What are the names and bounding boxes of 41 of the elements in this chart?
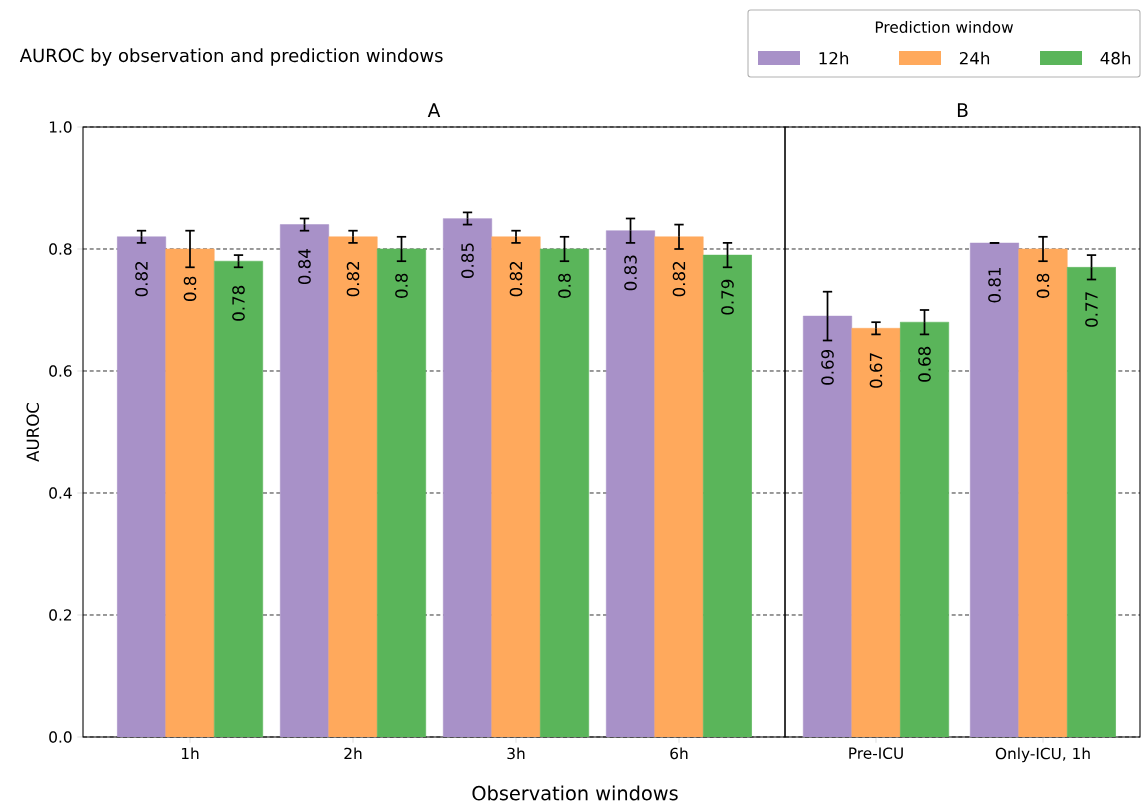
legend-title: Prediction window: [875, 21, 1013, 33]
x-tick-label: 3h: [507, 747, 525, 760]
data-label: 0.67: [869, 353, 883, 388]
bar: [1066, 267, 1117, 737]
data-label: 0.79: [721, 279, 734, 315]
data-label: 0.84: [298, 249, 311, 285]
y-tick-label: 0.0: [49, 731, 72, 743]
x-tick-label: Only-ICU, 1h: [995, 747, 1090, 763]
y-tick-label: 0.8: [49, 243, 72, 255]
data-label: 0.69: [821, 349, 834, 385]
data-label: 0.83: [624, 255, 637, 291]
data-label: 0.8: [395, 273, 408, 298]
data-label: 0.82: [346, 261, 360, 297]
data-label: 0.82: [509, 261, 523, 297]
bar: [899, 321, 950, 737]
data-label: 0.68: [918, 346, 931, 382]
y-tick-label: 0.6: [49, 365, 72, 377]
data-label: 0.77: [1085, 292, 1098, 327]
data-label: 0.82: [672, 261, 686, 297]
legend-label: 24h: [959, 51, 990, 65]
x-tick-label: Pre-ICU: [849, 747, 903, 759]
chart-subtitle: A: [427, 103, 441, 117]
data-label: 0.81: [988, 267, 1001, 303]
data-label: 0.82: [135, 261, 148, 297]
chart-subtitle: B: [957, 103, 968, 117]
x-tick-label: 6h: [670, 747, 688, 760]
data-label: 0.85: [461, 243, 474, 279]
data-label: 0.8: [1036, 273, 1050, 298]
y-axis-title: AUROC: [26, 402, 40, 462]
legend-label: 48h: [1100, 51, 1131, 65]
data-label: 0.78: [232, 285, 245, 321]
x-axis-title: Observation windows: [472, 785, 678, 801]
x-tick-label: 1h: [181, 747, 199, 760]
data-label: 0.8: [183, 276, 197, 301]
chart-title: AUROC by observation and prediction windows: [19, 48, 443, 66]
y-tick-label: 0.4: [49, 487, 72, 499]
legend-label: 12h: [819, 51, 849, 65]
y-tick-label: 1.0: [49, 121, 72, 133]
y-tick-label: 0.2: [49, 609, 72, 621]
data-label: 0.8: [558, 273, 571, 298]
x-tick-label: 2h: [344, 747, 362, 760]
